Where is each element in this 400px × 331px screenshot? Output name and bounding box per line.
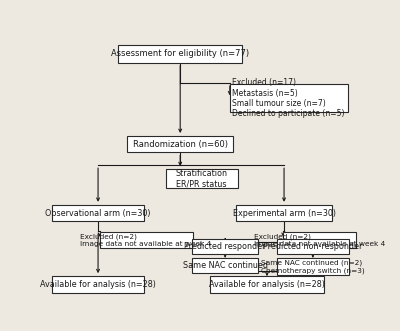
Text: Experimental arm (n=30): Experimental arm (n=30) bbox=[232, 209, 336, 217]
Text: Excluded (n=2)
Image data not available at week 4: Excluded (n=2) Image data not available … bbox=[254, 233, 385, 247]
FancyBboxPatch shape bbox=[100, 231, 193, 248]
FancyBboxPatch shape bbox=[118, 45, 242, 63]
Text: Excluded (n=17)
Metastasis (n=5)
Small tumour size (n=7)
Declined to participate: Excluded (n=17) Metastasis (n=5) Small t… bbox=[232, 78, 345, 118]
FancyBboxPatch shape bbox=[128, 136, 233, 153]
FancyBboxPatch shape bbox=[230, 84, 348, 112]
Text: Randomization (n=60): Randomization (n=60) bbox=[133, 140, 228, 149]
Text: Stratification
ER/PR status: Stratification ER/PR status bbox=[176, 169, 228, 188]
Text: Same NAC continued: Same NAC continued bbox=[183, 261, 268, 270]
FancyBboxPatch shape bbox=[192, 239, 258, 254]
Text: Same NAC continued (n=2)
Chemotherapy switch (n=3): Same NAC continued (n=2) Chemotherapy sw… bbox=[261, 260, 365, 273]
FancyBboxPatch shape bbox=[283, 231, 356, 248]
Text: Predicted responder: Predicted responder bbox=[184, 242, 266, 251]
FancyBboxPatch shape bbox=[236, 205, 332, 221]
FancyBboxPatch shape bbox=[277, 258, 348, 275]
Text: Observational arm (n=30): Observational arm (n=30) bbox=[45, 209, 151, 217]
FancyBboxPatch shape bbox=[52, 276, 144, 293]
Text: Available for analysis (n=28): Available for analysis (n=28) bbox=[209, 280, 325, 289]
Text: Predicted non-responder: Predicted non-responder bbox=[263, 242, 362, 251]
FancyBboxPatch shape bbox=[192, 258, 258, 273]
Text: Available for analysis (n=28): Available for analysis (n=28) bbox=[40, 280, 156, 289]
Text: Assessment for eligibility (n=77): Assessment for eligibility (n=77) bbox=[111, 49, 249, 58]
FancyBboxPatch shape bbox=[166, 169, 238, 188]
Text: Excluded (n=2)
Image data not available at week 4: Excluded (n=2) Image data not available … bbox=[80, 233, 212, 247]
FancyBboxPatch shape bbox=[277, 239, 348, 254]
FancyBboxPatch shape bbox=[210, 276, 324, 293]
FancyBboxPatch shape bbox=[52, 205, 144, 221]
